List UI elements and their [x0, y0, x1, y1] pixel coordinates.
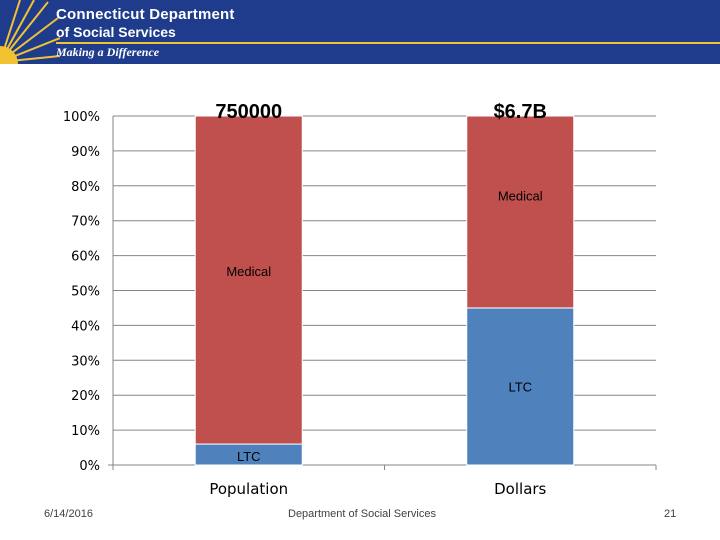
tagline: Making a Difference	[56, 45, 160, 59]
footer-center: Department of Social Services	[288, 508, 436, 520]
footer-date: 6/14/2016	[44, 508, 93, 520]
bar-segment-ltc	[466, 307, 575, 466]
y-tick-label: 100%	[63, 110, 100, 125]
y-tick-label: 40%	[71, 319, 100, 334]
y-tick-label: 0%	[79, 459, 100, 474]
y-tick-label: 10%	[71, 424, 100, 439]
segment-label: Medical	[226, 264, 271, 279]
segment-label: Medical	[498, 188, 543, 203]
y-tick-label: 20%	[71, 389, 100, 404]
x-category-label: Population	[209, 480, 288, 498]
page-number: 21	[664, 508, 677, 520]
segment-label: LTC	[237, 449, 261, 464]
header-banner: Connecticut Department of Social Service…	[0, 0, 720, 64]
bar-total-label: 750000	[215, 101, 282, 123]
header-rule	[56, 42, 720, 44]
y-tick-label: 70%	[71, 215, 100, 230]
y-tick-label: 80%	[71, 180, 100, 195]
y-tick-label: 50%	[71, 285, 100, 300]
org-name-line2: of Social Services	[56, 24, 176, 40]
x-category-label: Dollars	[494, 480, 546, 498]
sun-logo-icon	[0, 0, 60, 64]
bar-total-label: $6.7B	[494, 101, 547, 123]
segment-label: LTC	[508, 379, 532, 394]
org-name-line1: Connecticut Department	[56, 6, 235, 23]
y-tick-label: 90%	[71, 145, 100, 160]
y-tick-label: 30%	[71, 354, 100, 369]
bar-segment-medical	[194, 115, 303, 445]
y-tick-label: 60%	[71, 250, 100, 265]
bar-segment-medical	[466, 115, 575, 309]
